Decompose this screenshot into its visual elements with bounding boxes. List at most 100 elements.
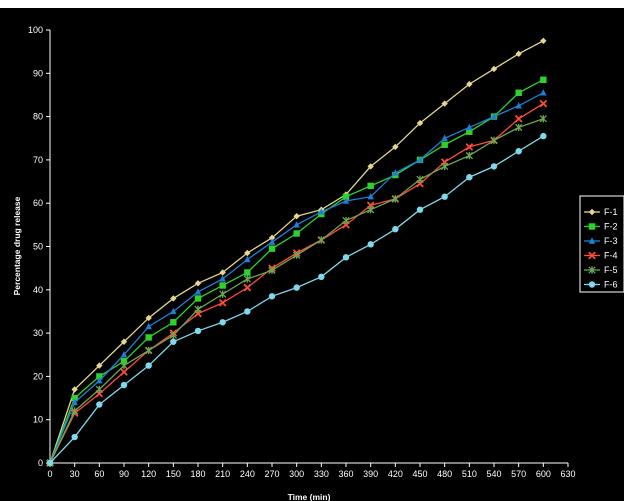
data-point: [539, 115, 547, 123]
data-point: [367, 193, 374, 200]
data-point: [96, 373, 103, 380]
data-point: [244, 249, 251, 257]
x-tick-label: 540: [486, 469, 501, 479]
x-tick-label: 60: [94, 469, 104, 479]
data-point: [416, 175, 424, 184]
data-point: [293, 284, 300, 291]
y-tick-label: 10: [33, 415, 43, 425]
y-tick-group: 0 10 20 30 40 50 60 70 80 90 100: [28, 25, 50, 468]
x-tick-label: 450: [412, 469, 427, 479]
data-point: [515, 50, 522, 58]
data-point: [342, 254, 350, 261]
data-point: [490, 163, 498, 170]
legend-marker: [588, 266, 596, 274]
data-point: [293, 230, 300, 237]
data-point: [318, 273, 325, 281]
data-point: [96, 362, 103, 369]
series-line: [49, 79, 544, 464]
data-point: [244, 269, 251, 276]
data-point: [194, 288, 202, 295]
x-tick-label: 570: [511, 469, 526, 479]
chart-frame: 0 30 60 90 120 150 180 210 240 270 300 330 360 390 420…: [0, 8, 624, 501]
data-point: [170, 307, 177, 315]
data-point: [514, 114, 523, 123]
data-point: [219, 290, 227, 298]
data-point: [515, 123, 523, 132]
data-point: [244, 255, 251, 263]
data-point: [120, 361, 128, 370]
data-point: [367, 163, 374, 170]
data-point: [194, 280, 202, 287]
series-f-5: [46, 115, 547, 467]
data-point: [490, 65, 498, 73]
data-point: [490, 136, 498, 145]
data-point: [219, 269, 226, 276]
series-layer: [46, 37, 548, 467]
data-point: [46, 459, 54, 467]
data-point: [268, 238, 276, 245]
legend-label: F-4: [604, 251, 618, 261]
data-point: [120, 381, 128, 389]
x-axis-title: Time (min): [288, 492, 331, 501]
data-point: [219, 275, 226, 282]
data-point: [367, 241, 374, 248]
data-point: [441, 162, 449, 171]
data-point: [268, 293, 276, 300]
y-tick-label: 70: [33, 155, 43, 165]
data-point: [293, 251, 301, 259]
data-point: [342, 216, 350, 225]
data-point: [244, 308, 251, 315]
data-point: [540, 76, 547, 83]
data-point: [71, 394, 78, 402]
data-point: [218, 298, 227, 307]
data-point: [466, 128, 473, 135]
data-point: [441, 100, 448, 107]
x-tick-label: 300: [289, 469, 304, 479]
x-tick-label: 180: [190, 469, 205, 479]
legend-marker: [588, 237, 596, 244]
legend-item: F-5: [584, 265, 618, 275]
data-point: [71, 433, 78, 441]
data-point: [416, 119, 424, 127]
data-point: [416, 156, 424, 163]
legend-label: F-1: [604, 207, 618, 217]
data-point: [540, 37, 547, 45]
data-point: [145, 322, 152, 330]
data-point: [71, 386, 78, 393]
data-point: [120, 338, 128, 345]
data-point: [120, 358, 128, 365]
data-point: [466, 174, 473, 181]
data-point: [490, 112, 498, 120]
y-tick-label: 80: [33, 112, 43, 122]
data-point: [145, 314, 152, 322]
series-line: [49, 118, 544, 464]
legend-item: F-3: [584, 236, 618, 246]
legend-marker: [588, 208, 596, 216]
data-point: [96, 401, 103, 408]
line-chart: 0 30 60 90 120 150 180 210 240 270 300 330 360 390 420…: [12, 25, 624, 501]
y-tick-label: 100: [28, 25, 43, 35]
y-tick-label: 90: [33, 68, 43, 78]
x-tick-label: 630: [560, 469, 575, 479]
data-point: [170, 319, 177, 326]
series-f-6: [46, 132, 547, 467]
x-tick-label: 90: [119, 469, 129, 479]
legend-item: F-4: [584, 251, 618, 261]
data-point: [465, 151, 473, 160]
data-point: [95, 385, 103, 394]
data-point: [71, 398, 78, 406]
legend: F-1 F-2 F-3 F-4 F-5 F-6: [579, 195, 624, 293]
data-point: [515, 89, 522, 96]
data-point: [441, 134, 448, 141]
data-point: [219, 319, 226, 326]
y-tick-label: 40: [33, 285, 43, 295]
legend-item: F-1: [584, 207, 618, 217]
data-point: [342, 197, 350, 204]
y-tick-label: 50: [33, 242, 43, 252]
y-tick-label: 0: [38, 458, 43, 468]
data-point: [194, 305, 202, 313]
data-point: [219, 282, 226, 289]
data-point: [194, 295, 202, 302]
data-point: [342, 193, 350, 200]
legend-marker: [588, 251, 596, 260]
